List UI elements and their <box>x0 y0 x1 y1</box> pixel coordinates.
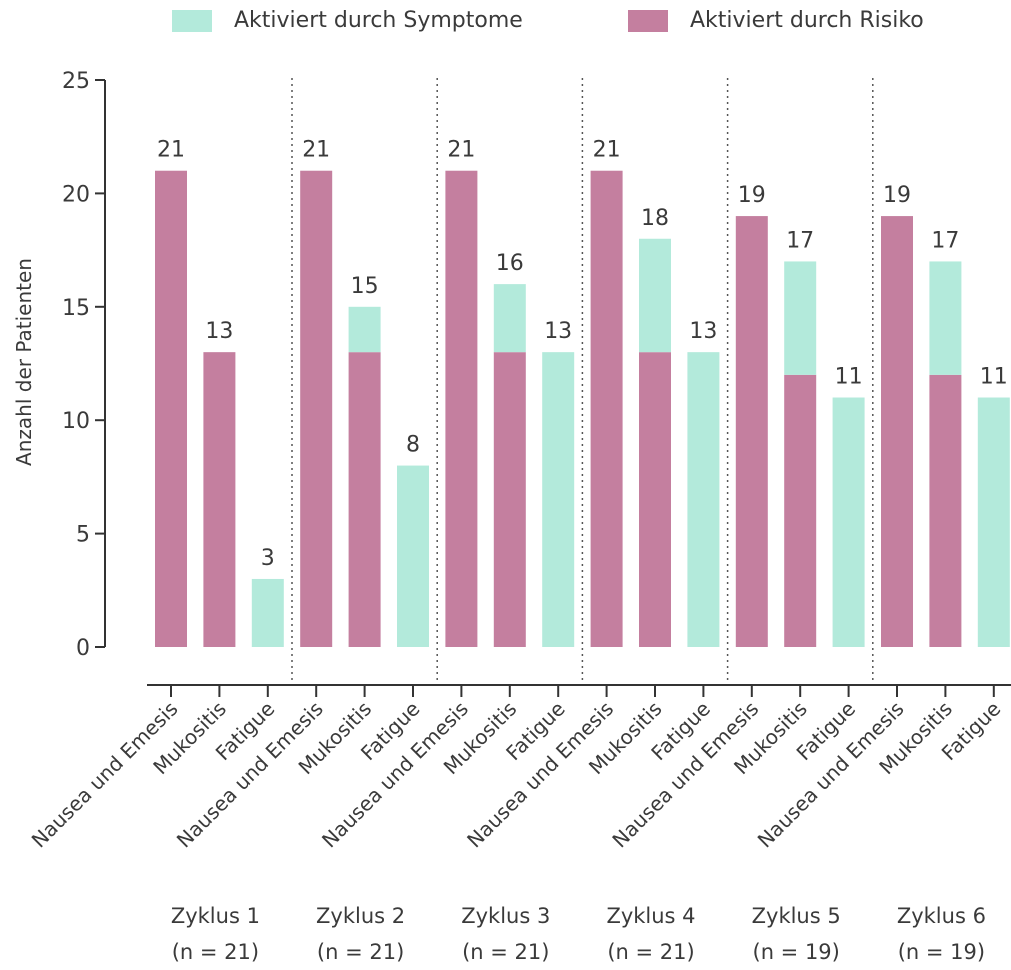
bar-risiko-6 <box>445 170 478 647</box>
bar-symptome-2 <box>251 578 284 647</box>
bar-risiko-12 <box>735 216 768 647</box>
y-tick-label-25: 25 <box>62 69 90 94</box>
y-tick-label-10: 10 <box>62 409 90 434</box>
bar-symptome-17 <box>977 397 1010 647</box>
data-label-10: 18 <box>641 206 669 231</box>
cycle-name: Zyklus 2 <box>316 904 406 928</box>
legend-label-symptome: Aktiviert durch Symptome <box>234 8 523 33</box>
cycle-n: (n = 21) <box>316 940 405 964</box>
bar-symptome-8 <box>542 352 575 647</box>
bar-risiko-15 <box>881 216 913 647</box>
data-label-13: 17 <box>786 228 814 253</box>
bar-symptome-16 <box>929 261 962 375</box>
bar-risiko-7 <box>493 352 526 647</box>
bar-symptome-4 <box>348 306 381 353</box>
cycle-label-4: Zyklus 4 (n = 21) <box>581 898 721 970</box>
bar-risiko-10 <box>639 352 671 647</box>
data-label-12: 19 <box>738 183 766 208</box>
data-label-17: 11 <box>980 365 1008 390</box>
bar-risiko-9 <box>590 170 623 647</box>
bar-symptome-10 <box>639 238 671 353</box>
bar-risiko-0 <box>155 170 187 647</box>
cycle-name: Zyklus 6 <box>896 904 986 928</box>
data-label-6: 21 <box>447 138 475 163</box>
cycle-label-5: Zyklus 5 (n = 19) <box>726 898 866 970</box>
legend-swatch-symptome <box>172 9 212 32</box>
data-label-3: 21 <box>302 138 330 163</box>
data-label-2: 3 <box>261 546 275 571</box>
data-label-16: 17 <box>931 228 959 253</box>
bar-symptome-14 <box>832 397 865 647</box>
data-label-15: 19 <box>883 183 911 208</box>
legend-item-risiko: Aktiviert durch Risiko <box>628 8 924 33</box>
legend-swatch-risiko <box>628 9 668 32</box>
cycle-name: Zyklus 3 <box>461 904 551 928</box>
cycle-label-2: Zyklus 2 (n = 21) <box>291 898 431 970</box>
bar-risiko-16 <box>929 374 962 647</box>
cycle-n: (n = 19) <box>752 940 840 964</box>
y-tick-label-0: 0 <box>76 636 90 661</box>
cycle-label-1: Zyklus 1 (n = 21) <box>145 898 285 970</box>
data-label-14: 11 <box>835 365 863 390</box>
data-label-9: 21 <box>593 138 621 163</box>
cycle-n: (n = 21) <box>462 940 550 964</box>
legend: Aktiviert durch Symptome Aktiviert durch… <box>0 8 1011 44</box>
cycle-label-3: Zyklus 3 (n = 21) <box>436 898 576 970</box>
bar-risiko-3 <box>300 170 333 647</box>
y-tick-label-5: 5 <box>76 523 90 548</box>
data-label-4: 15 <box>351 274 379 299</box>
bar-symptome-5 <box>397 465 429 647</box>
cycle-name: Zyklus 1 <box>170 904 260 928</box>
cycle-n: (n = 21) <box>171 940 260 964</box>
y-tick-label-20: 20 <box>62 182 90 207</box>
cycle-n: (n = 19) <box>897 940 986 964</box>
legend-label-risiko: Aktiviert durch Risiko <box>690 8 924 33</box>
bar-risiko-13 <box>784 374 817 647</box>
data-label-5: 8 <box>406 433 420 458</box>
cycle-name: Zyklus 5 <box>751 904 841 928</box>
bar-risiko-1 <box>203 352 236 647</box>
data-label-7: 16 <box>496 251 524 276</box>
bar-symptome-13 <box>784 261 817 375</box>
data-label-11: 13 <box>689 319 717 344</box>
x-tick-label-0: Nausea und Emesis <box>27 697 183 853</box>
data-label-8: 13 <box>544 319 572 344</box>
legend-item-symptome: Aktiviert durch Symptome <box>172 8 523 33</box>
cycle-n: (n = 21) <box>607 940 695 964</box>
cycle-name: Zyklus 4 <box>606 904 696 928</box>
bar-symptome-7 <box>493 284 526 353</box>
y-tick-label-15: 15 <box>62 296 90 321</box>
data-label-0: 21 <box>157 138 185 163</box>
bar-symptome-11 <box>687 352 720 647</box>
data-label-1: 13 <box>205 319 233 344</box>
bar-risiko-4 <box>348 352 381 647</box>
cycle-label-6: Zyklus 6 (n = 19) <box>871 898 1011 970</box>
